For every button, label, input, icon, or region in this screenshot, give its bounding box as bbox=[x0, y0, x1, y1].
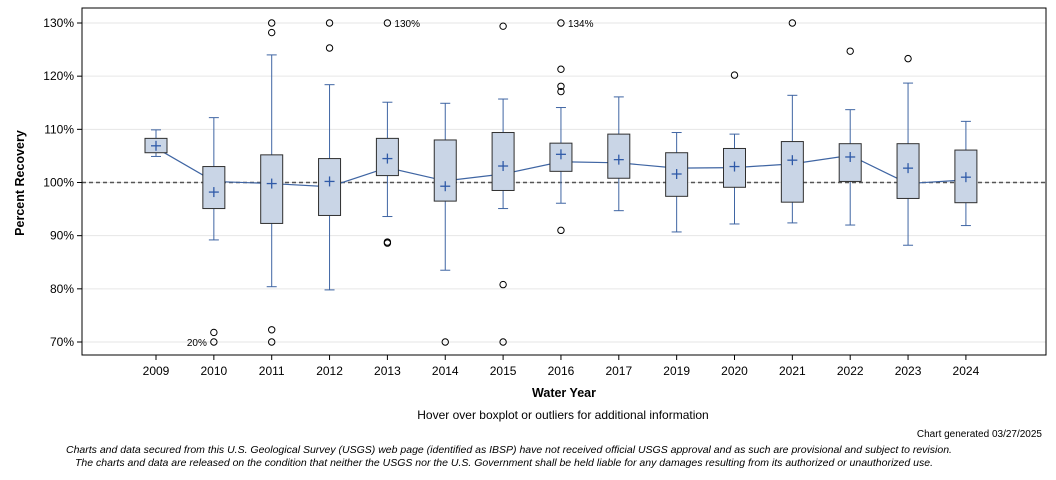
x-tick-label: 2016 bbox=[548, 364, 575, 378]
outlier-point[interactable] bbox=[904, 54, 912, 63]
boxplot-chart: 70% 80% 90% 100% 110% 120% 130% 2009 2010 2011 201… bbox=[13, 7, 1047, 400]
iqr-box[interactable] bbox=[838, 143, 862, 182]
boxplot-2013[interactable] bbox=[375, 19, 399, 247]
outlier-point[interactable] bbox=[557, 19, 565, 27]
outlier-point[interactable] bbox=[788, 19, 797, 27]
generated-date: Chart generated 03/27/2025 bbox=[916, 429, 1042, 440]
x-tick-label: 2015 bbox=[490, 364, 517, 378]
x-tick-label: 2011 bbox=[259, 364, 285, 378]
outlier-point[interactable] bbox=[499, 338, 507, 346]
x-tick-label: 2013 bbox=[374, 364, 401, 378]
x-tick-label: 2023 bbox=[895, 364, 922, 378]
boxplot-2017[interactable] bbox=[607, 96, 631, 212]
offscale-label: 134% bbox=[568, 19, 594, 30]
outlier-point[interactable] bbox=[557, 82, 565, 90]
boxplot-2014[interactable] bbox=[433, 102, 457, 346]
boxplot-2012[interactable] bbox=[318, 19, 342, 291]
outlier-point[interactable] bbox=[383, 19, 392, 27]
plot-frame bbox=[81, 7, 1047, 356]
outlier-point[interactable] bbox=[499, 22, 507, 30]
y-tick-label: 130% bbox=[43, 16, 74, 30]
boxplot-2009[interactable] bbox=[144, 129, 168, 157]
x-tick-label: 2010 bbox=[200, 364, 227, 378]
iqr-box[interactable] bbox=[318, 158, 342, 216]
iqr-box[interactable] bbox=[433, 139, 457, 202]
outlier-point[interactable] bbox=[268, 19, 276, 27]
hover-instruction: Hover over boxplot or outliers for addit… bbox=[417, 408, 709, 422]
boxes-group[interactable] bbox=[144, 19, 978, 346]
iqr-box[interactable] bbox=[260, 154, 284, 224]
outlier-point[interactable] bbox=[441, 338, 449, 346]
x-tick-label: 2014 bbox=[432, 364, 459, 378]
outlier-point[interactable] bbox=[268, 338, 276, 346]
x-tick-label: 2017 bbox=[605, 364, 632, 378]
y-tick-label: 110% bbox=[44, 122, 74, 136]
outlier-point[interactable] bbox=[557, 87, 565, 96]
outlier-point[interactable] bbox=[325, 44, 334, 52]
x-tick-label: 2024 bbox=[953, 364, 980, 378]
boxplot-2010[interactable] bbox=[202, 117, 226, 346]
outlier-point[interactable] bbox=[210, 338, 218, 346]
disclaimer-line-2: The charts and data are released on the … bbox=[75, 457, 933, 469]
boxplot-2016[interactable] bbox=[549, 19, 573, 235]
boxplot-2020[interactable] bbox=[723, 71, 746, 225]
offscale-label: 130% bbox=[394, 19, 420, 30]
y-tick-label: 80% bbox=[50, 282, 74, 296]
x-tick-label: 2009 bbox=[143, 364, 170, 378]
boxplot-2019[interactable] bbox=[665, 132, 689, 233]
iqr-box[interactable] bbox=[780, 141, 804, 203]
y-axis-label: Percent Recovery bbox=[13, 130, 27, 236]
x-tick-label: 2020 bbox=[721, 364, 748, 378]
outlier-point[interactable] bbox=[846, 47, 854, 55]
boxplot-2022[interactable] bbox=[838, 47, 862, 226]
disclaimer-line-1: Charts and data secured from this U.S. G… bbox=[66, 444, 952, 456]
axes-group: 70% 80% 90% 100% 110% 120% 130% 2009 2010 2011 201… bbox=[43, 7, 1047, 378]
outlier-point[interactable] bbox=[557, 226, 565, 235]
offscale-label: 20% bbox=[187, 338, 207, 349]
boxplot-2021[interactable] bbox=[780, 19, 804, 224]
x-tick-label: 2022 bbox=[837, 364, 864, 378]
outlier-point[interactable] bbox=[268, 28, 276, 37]
outlier-point[interactable] bbox=[557, 65, 565, 73]
outlier-point[interactable] bbox=[210, 328, 218, 337]
outlier-point[interactable] bbox=[730, 71, 739, 79]
boxplot-2023[interactable] bbox=[896, 54, 920, 246]
x-axis-label: Water Year bbox=[532, 386, 596, 400]
boxplot-2024[interactable] bbox=[954, 120, 978, 227]
y-tick-label: 100% bbox=[43, 176, 74, 190]
outlier-point[interactable] bbox=[268, 326, 276, 334]
x-tick-label: 2021 bbox=[779, 364, 806, 378]
outlier-point[interactable] bbox=[499, 280, 507, 289]
y-tick-label: 70% bbox=[50, 335, 74, 349]
outlier-point[interactable] bbox=[383, 238, 392, 246]
y-tick-label: 120% bbox=[43, 69, 74, 83]
x-tick-label: 2019 bbox=[663, 364, 690, 378]
outlier-point[interactable] bbox=[325, 19, 334, 27]
boxplot-2015[interactable] bbox=[491, 22, 515, 346]
x-tick-label: 2012 bbox=[316, 364, 343, 378]
y-tick-label: 90% bbox=[50, 229, 74, 243]
boxplot-2011[interactable] bbox=[260, 19, 284, 346]
